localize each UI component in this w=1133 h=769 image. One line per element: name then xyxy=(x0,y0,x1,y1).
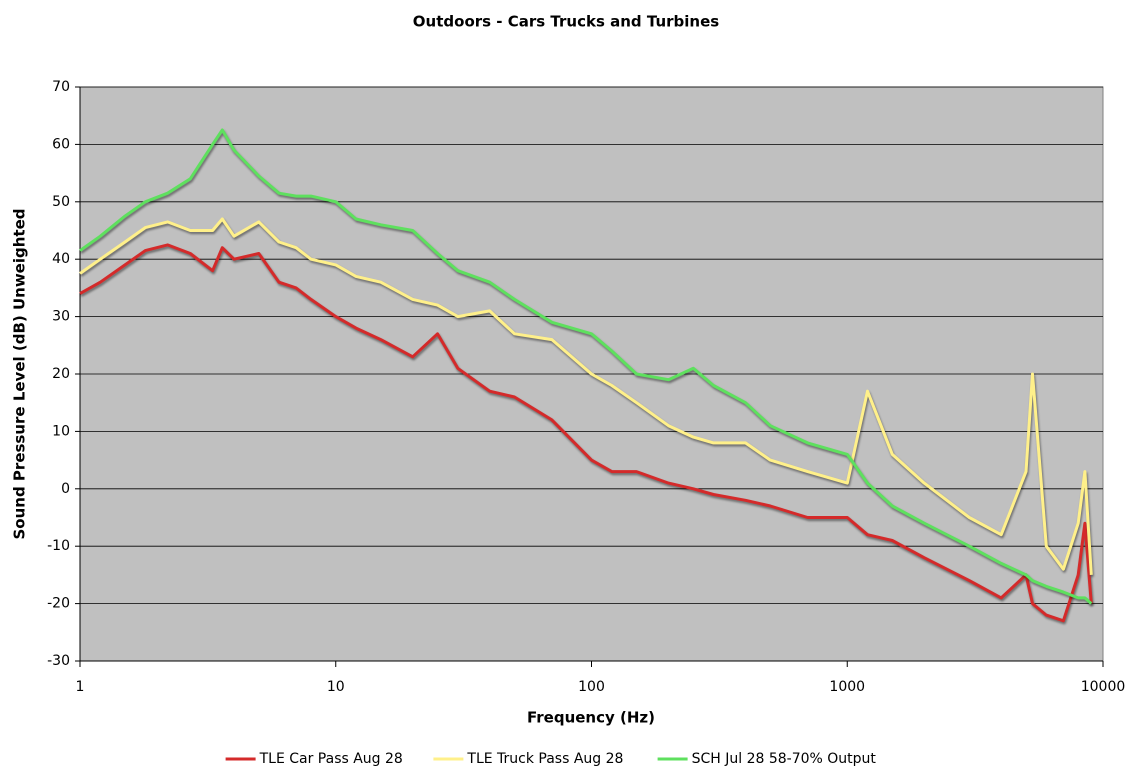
y-tick-label: -10 xyxy=(47,538,70,554)
y-tick-label: -30 xyxy=(47,653,70,669)
legend-label: TLE Truck Pass Aug 28 xyxy=(466,751,623,767)
y-tick-label: 10 xyxy=(52,423,70,439)
y-axis-label: Sound Pressure Level (dB) Unweighted xyxy=(11,209,29,540)
y-tick-label: 70 xyxy=(52,79,70,95)
x-tick-label: 1 xyxy=(76,679,85,695)
x-tick-label: 10 xyxy=(327,679,345,695)
legend-label: TLE Car Pass Aug 28 xyxy=(259,751,403,767)
x-tick-label: 1000 xyxy=(829,679,865,695)
x-tick-label: 100 xyxy=(578,679,605,695)
y-tick-label: 40 xyxy=(52,251,70,267)
y-tick-label: 0 xyxy=(61,481,70,497)
y-tick-label: 60 xyxy=(52,136,70,152)
x-axis-label: Frequency (Hz) xyxy=(527,709,655,727)
series-line xyxy=(79,128,1093,605)
legend-label: SCH Jul 28 58-70% Output xyxy=(692,751,877,767)
y-tick-label: 30 xyxy=(52,309,70,325)
series-line xyxy=(79,217,1093,575)
y-tick-label: 50 xyxy=(52,194,70,210)
x-tick-label: 10000 xyxy=(1081,679,1126,695)
y-tick-label: 20 xyxy=(52,366,70,382)
y-tick-label: -20 xyxy=(47,596,70,612)
chart-title: Outdoors - Cars Trucks and Turbines xyxy=(413,13,719,31)
series-line xyxy=(79,243,1093,623)
